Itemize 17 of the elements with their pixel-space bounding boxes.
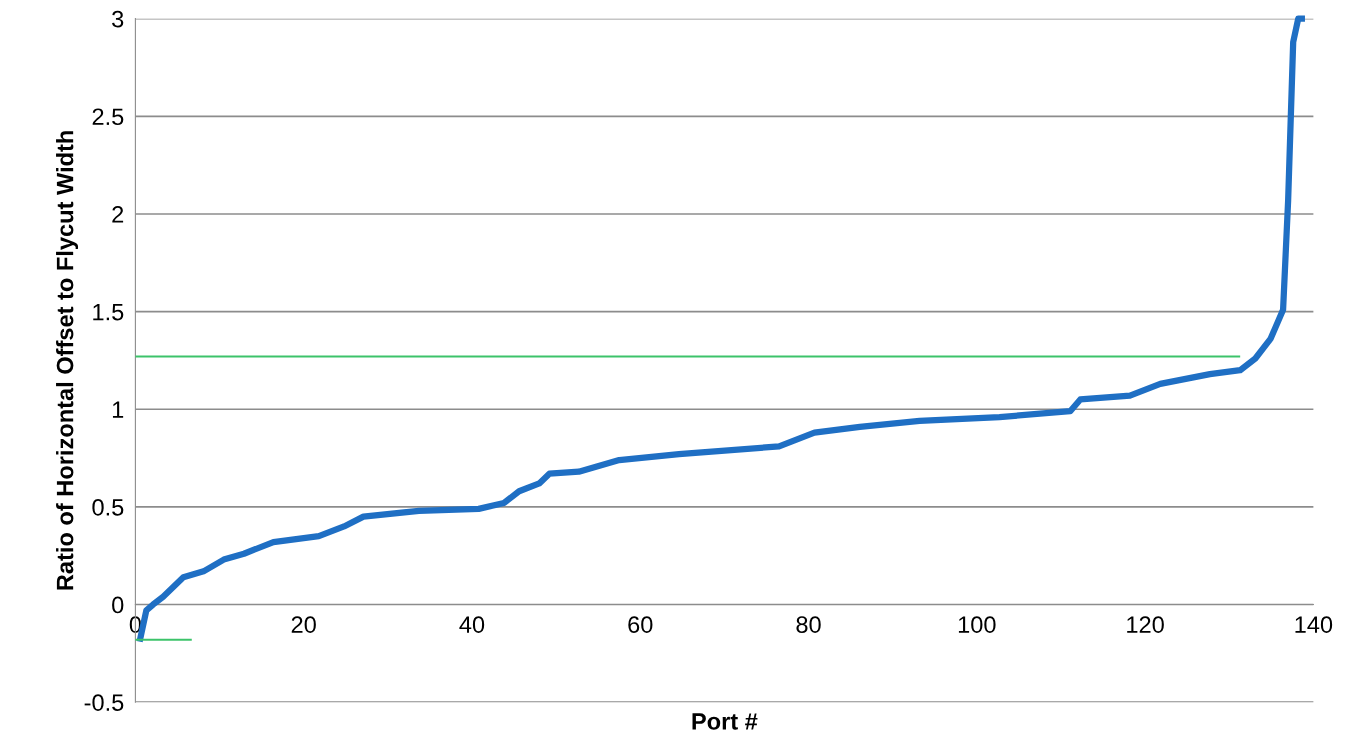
x-tick-label: 80 bbox=[796, 616, 821, 633]
y-tick-label: 2.5 bbox=[92, 108, 124, 126]
x-axis-title: Port # bbox=[692, 713, 758, 730]
x-tick-label: 100 bbox=[958, 616, 996, 633]
y-tick-label: -0.5 bbox=[84, 694, 124, 711]
x-tick-label: 40 bbox=[459, 616, 485, 633]
y-tick-label: 0 bbox=[112, 596, 124, 614]
y-tick-label: 3 bbox=[112, 10, 124, 28]
y-tick-label: 0.5 bbox=[92, 498, 124, 516]
y-tick-label: 2 bbox=[112, 206, 124, 223]
x-tick-label: 140 bbox=[1295, 616, 1333, 633]
x-tick-label: 120 bbox=[1127, 616, 1164, 633]
y-tick-label: 1 bbox=[112, 401, 124, 418]
y-axis-title: Ratio of Horizontal Offset to Flycut Width bbox=[56, 131, 79, 590]
y-tick-label: 1.5 bbox=[93, 303, 124, 321]
x-tick-label: 20 bbox=[291, 616, 316, 633]
x-tick-label: 60 bbox=[628, 616, 653, 633]
